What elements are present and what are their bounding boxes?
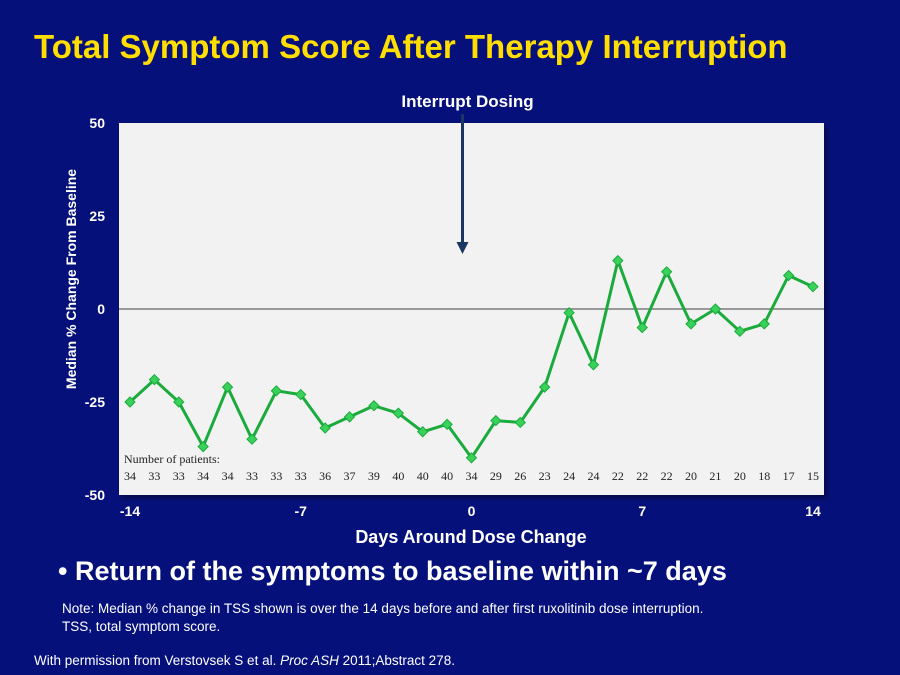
data-point-marker: [197, 440, 209, 453]
footnote-line-2: TSS, total symptom score.: [62, 619, 221, 634]
data-point-marker: [465, 452, 478, 464]
y-tick-label: 25: [89, 208, 105, 224]
patient-count: 34: [124, 469, 136, 483]
data-point-marker: [612, 254, 624, 267]
patient-count: 22: [661, 469, 673, 483]
patient-count: 34: [222, 469, 234, 483]
patient-count: 33: [270, 469, 282, 483]
patient-count: 40: [441, 469, 453, 483]
patient-count: 37: [344, 469, 356, 483]
patient-count: 34: [466, 469, 478, 483]
patients-label: Number of patients:: [124, 452, 220, 466]
x-tick-label: -14: [120, 503, 140, 519]
patient-count: 23: [539, 469, 551, 483]
interrupt-arrow-head: [456, 242, 469, 254]
data-point-marker: [758, 318, 770, 330]
patient-count: 33: [246, 469, 258, 483]
data-point-marker: [221, 381, 234, 393]
patient-count: 18: [758, 469, 770, 483]
data-point-marker: [270, 385, 283, 397]
x-tick-label: 0: [468, 503, 476, 519]
patient-count: 26: [514, 469, 526, 483]
data-point-marker: [246, 433, 258, 445]
y-tick-label: 50: [89, 115, 105, 131]
y-tick-label: -50: [85, 487, 105, 503]
patient-count: 33: [173, 469, 185, 483]
data-point-marker: [343, 411, 356, 423]
patient-count: 36: [319, 469, 331, 483]
patient-count: 17: [783, 469, 795, 483]
patient-count: 15: [807, 469, 819, 483]
patient-count: 24: [563, 469, 575, 483]
data-point-marker: [173, 396, 185, 408]
data-point-marker: [295, 388, 307, 401]
data-point-marker: [490, 414, 502, 427]
patient-count: 34: [197, 469, 209, 483]
data-point-marker: [514, 416, 526, 429]
data-point-marker: [148, 373, 161, 386]
x-tick-label: 7: [638, 503, 646, 519]
patient-count: 33: [148, 469, 160, 483]
bullet-point: • Return of the symptoms to baseline wit…: [58, 556, 727, 586]
x-axis-title: Days Around Dose Change: [355, 527, 586, 547]
source-citation: With permission from Verstovsek S et al.…: [34, 653, 455, 668]
patient-count: 22: [612, 469, 624, 483]
data-point-marker: [417, 426, 429, 438]
data-point-marker: [392, 407, 405, 419]
patient-count: 40: [417, 469, 429, 483]
y-axis-title: Median % Change From Baseline: [63, 169, 79, 389]
data-point-marker: [685, 318, 697, 330]
y-tick-label: -25: [85, 394, 105, 410]
bullet-text: Return of the symptoms to baseline withi…: [74, 556, 727, 586]
patient-count: 29: [490, 469, 502, 483]
patient-count: 22: [636, 469, 648, 483]
footnote: Note: Median % change in TSS shown is ov…: [62, 600, 703, 636]
patient-count: 39: [368, 469, 380, 483]
slide-title: Total Symptom Score After Therapy Interr…: [34, 28, 788, 65]
data-point-marker: [441, 418, 453, 431]
patient-count: 40: [392, 469, 404, 483]
y-tick-label: 0: [97, 301, 105, 317]
data-point-marker: [319, 422, 331, 434]
data-point-marker: [709, 303, 722, 315]
source-prefix: With permission from Verstovsek S et al.: [34, 653, 281, 668]
data-point-marker: [734, 325, 746, 338]
x-tick-label: 14: [805, 503, 821, 519]
x-tick-label: -7: [295, 503, 308, 519]
source-suffix: 2011;Abstract 278.: [338, 653, 455, 668]
patient-count: 20: [685, 469, 697, 483]
patient-count: 20: [734, 469, 746, 483]
data-point-marker: [660, 266, 673, 278]
data-point-marker: [807, 280, 819, 293]
data-point-marker: [538, 381, 551, 393]
data-point-marker: [782, 269, 795, 282]
source-journal: Proc ASH: [280, 653, 339, 668]
patient-count: 33: [295, 469, 307, 483]
data-point-marker: [124, 396, 136, 408]
data-point-marker: [587, 359, 600, 371]
patient-count: 24: [587, 469, 599, 483]
footnote-line-1: Note: Median % change in TSS shown is ov…: [62, 601, 704, 616]
interrupt-dosing-label: Interrupt Dosing: [401, 92, 533, 111]
data-point-marker: [563, 307, 575, 319]
patient-count: 21: [709, 469, 721, 483]
data-point-marker: [636, 321, 648, 334]
data-point-marker: [368, 400, 380, 412]
